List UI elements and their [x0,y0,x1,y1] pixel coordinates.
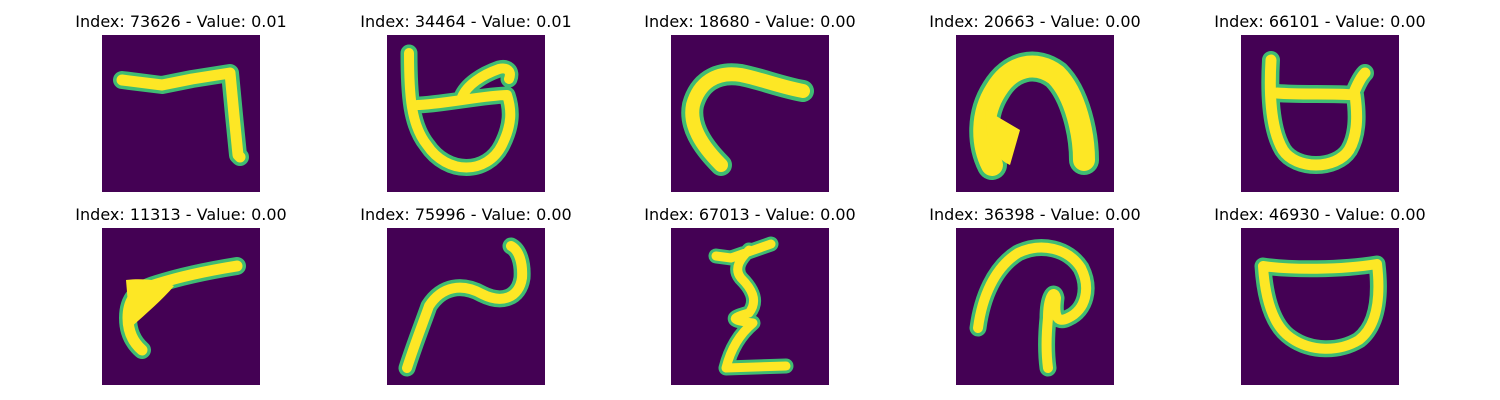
panel-image [1241,228,1399,385]
panel-title: Index: 75996 - Value: 0.00 [360,205,572,224]
panel-title: Index: 73626 - Value: 0.01 [75,12,287,31]
panel-title: Index: 34464 - Value: 0.01 [360,12,572,31]
panel-title: Index: 67013 - Value: 0.00 [644,205,856,224]
panel-title: Index: 18680 - Value: 0.00 [644,12,856,31]
panel-title: Index: 66101 - Value: 0.00 [1214,12,1426,31]
panel-image [671,35,829,192]
panel-title: Index: 20663 - Value: 0.00 [929,12,1141,31]
panel-image [956,228,1114,385]
panel-title: Index: 36398 - Value: 0.00 [929,205,1141,224]
panel-image [387,228,545,385]
panel-image [671,228,829,385]
panel-image [387,35,545,192]
panel-image [1241,35,1399,192]
panel-image [102,228,260,385]
panel-title: Index: 46930 - Value: 0.00 [1214,205,1426,224]
panel-image [102,35,260,192]
panel-title: Index: 11313 - Value: 0.00 [75,205,287,224]
panel-image [956,35,1114,192]
